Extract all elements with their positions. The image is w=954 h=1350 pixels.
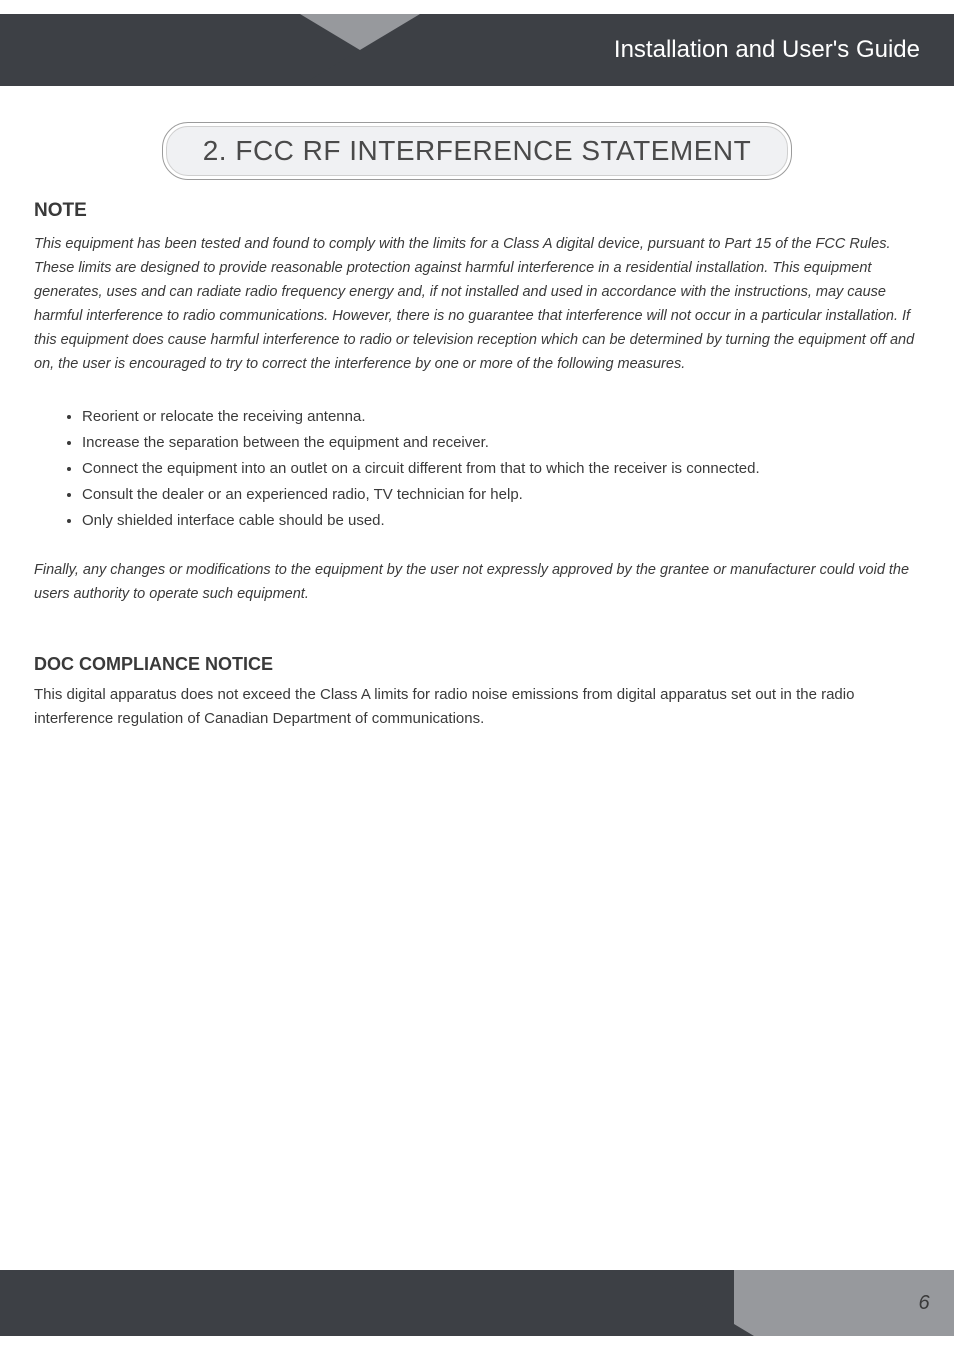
note-bullet-item: Connect the equipment into an outlet on … <box>82 456 920 482</box>
doc-paragraph: This digital apparatus does not exceed t… <box>34 683 920 731</box>
header-title: Installation and User's Guide <box>0 14 954 86</box>
note-bullet-item: Increase the separation between the equi… <box>82 430 920 456</box>
note-bullet-item: Only shielded interface cable should be … <box>82 508 920 534</box>
note-bullet-item: Reorient or relocate the receiving anten… <box>82 404 920 430</box>
footer-wedge-dark <box>644 1270 754 1336</box>
section-heading-pill-outer: 2. FCC RF INTERFERENCE STATEMENT <box>162 122 793 180</box>
doc-heading: DOC COMPLIANCE NOTICE <box>34 654 920 675</box>
note-bullet-item: Consult the dealer or an experienced rad… <box>82 482 920 508</box>
page-number: 6 <box>894 1270 954 1336</box>
section-heading: 2. FCC RF INTERFERENCE STATEMENT <box>166 126 789 176</box>
note-paragraph: This equipment has been tested and found… <box>34 232 920 376</box>
document-page: Installation and User's Guide 2. FCC RF … <box>0 0 954 1350</box>
note-final-paragraph: Finally, any changes or modifications to… <box>34 558 920 606</box>
note-bullet-list: Reorient or relocate the receiving anten… <box>82 404 920 534</box>
section-heading-container: 2. FCC RF INTERFERENCE STATEMENT <box>0 122 954 180</box>
note-heading: NOTE <box>34 200 920 222</box>
content-area: NOTE This equipment has been tested and … <box>34 200 920 731</box>
